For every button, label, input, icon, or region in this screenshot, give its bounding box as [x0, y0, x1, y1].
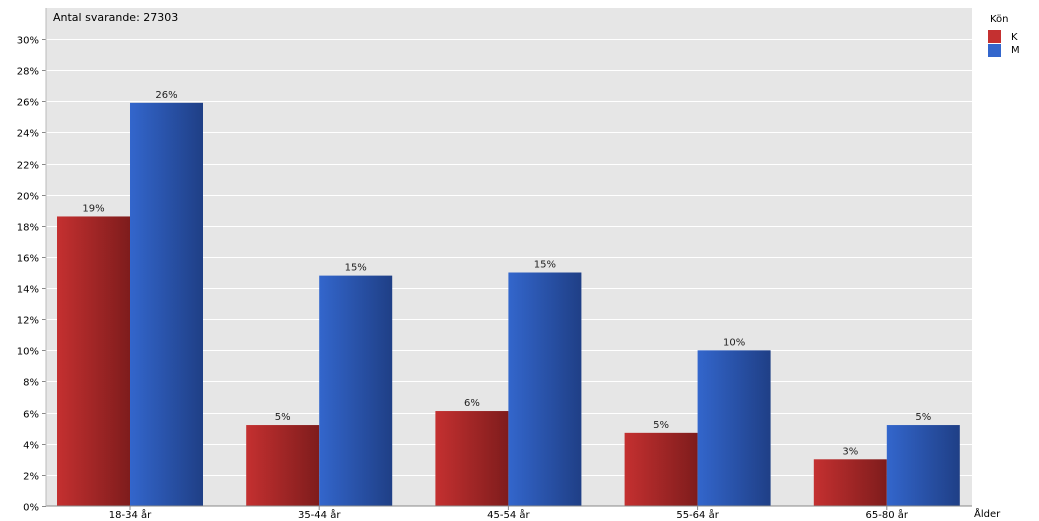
legend-title: Kön	[990, 14, 1009, 25]
data-label: 5%	[653, 420, 669, 431]
legend-swatch-m	[988, 44, 1001, 57]
data-label: 15%	[345, 263, 367, 274]
bar-m-2	[319, 275, 393, 506]
y-tick-label: 18%	[17, 223, 39, 234]
x-axis-title: Ålder	[974, 507, 1001, 520]
y-tick-label: 20%	[17, 192, 39, 203]
bar-k-5	[813, 459, 887, 506]
y-tick-label: 4%	[23, 441, 39, 452]
bar-k-2	[246, 425, 320, 506]
y-tick-label: 14%	[17, 285, 39, 296]
data-label: 5%	[915, 412, 931, 423]
data-label: 5%	[275, 412, 291, 423]
data-labels: 19% 26% 5% 15% 6% 15% 5% 10% 3% 5%	[82, 90, 931, 457]
y-tick-label: 30%	[17, 36, 39, 47]
bar-k-1	[57, 216, 130, 506]
y-tick-label: 22%	[17, 161, 39, 172]
bars	[57, 102, 960, 506]
y-tick-label: 6%	[23, 410, 39, 421]
bar-k-3	[435, 411, 509, 506]
legend-label-m: M	[1011, 45, 1020, 56]
y-tick-label: 12%	[17, 316, 39, 327]
bar-m-4	[697, 350, 771, 506]
data-label: 26%	[155, 90, 177, 101]
bar-m-3	[508, 272, 582, 506]
data-label: 3%	[842, 446, 858, 457]
x-axis: 18-34 år 35-44 år 45-54 år 55-64 år 65-80 år	[109, 506, 909, 521]
y-tick-label: 24%	[17, 129, 39, 140]
y-tick-label: 16%	[17, 254, 39, 265]
bar-k-4	[624, 432, 698, 506]
data-label: 19%	[82, 203, 104, 214]
x-tick-label: 65-80 år	[866, 508, 909, 521]
bar-m-1	[130, 102, 203, 506]
respondent-count-annotation: Antal svarande: 27303	[53, 11, 178, 24]
y-tick-label: 26%	[17, 98, 39, 109]
x-tick-label: 45-54 år	[487, 508, 530, 521]
y-tick-label: 8%	[23, 378, 39, 389]
legend-label-k: K	[1011, 32, 1018, 43]
bar-m-5	[886, 425, 960, 506]
data-label: 6%	[464, 398, 480, 409]
x-tick-label: 55-64 år	[676, 508, 719, 521]
x-tick-label: 35-44 år	[298, 508, 341, 521]
legend-swatch-k	[988, 30, 1001, 43]
y-tick-label: 2%	[23, 472, 39, 483]
y-tick-label: 0%	[23, 503, 39, 514]
x-tick-label: 18-34 år	[109, 508, 152, 521]
y-tick-label: 28%	[17, 67, 39, 78]
legend: Kön K M	[988, 14, 1020, 57]
y-axis: 0% 2% 4% 6% 8% 10% 12% 14% 16% 18% 20% 22% 24% 26% 28%…	[17, 36, 46, 514]
data-label: 10%	[723, 337, 745, 348]
y-tick-label: 10%	[17, 347, 39, 358]
data-label: 15%	[534, 260, 556, 271]
